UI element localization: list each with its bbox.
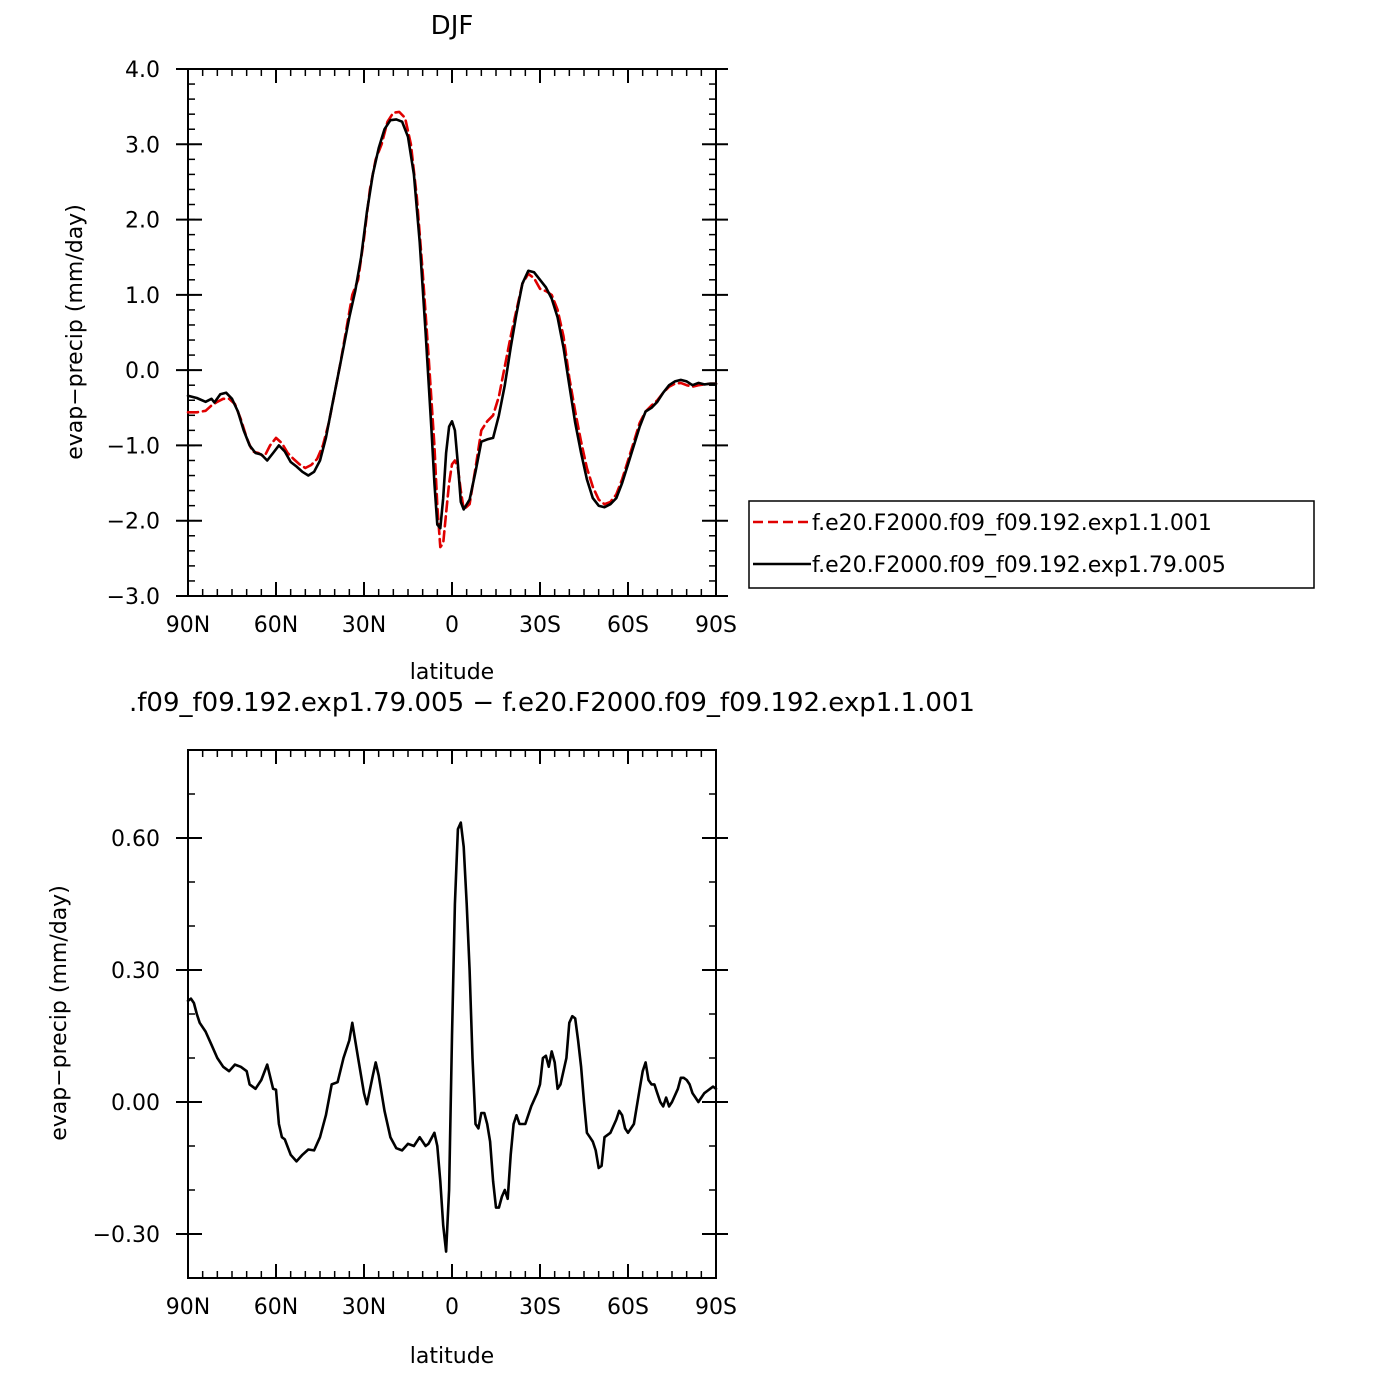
legend-box xyxy=(748,500,1315,589)
legend-label-exp1-1-001: f.e20.F2000.f09_f09.192.exp1.1.001 xyxy=(812,511,1212,536)
x-tick-label: 90N xyxy=(166,1295,210,1320)
chart-top-panel: DJF 90N 60N 30N 0 30S 60S 90S 4.0 3.0 2.0 1.0 0.0 −1… xyxy=(63,11,737,685)
bottom-axes: 90N 60N 30N 0 30S 60S 90S 0.60 0.30 0.00 −0.30 xyxy=(93,749,737,1320)
y-tick-label: 4.0 xyxy=(125,58,160,83)
top-x-axis-label: latitude xyxy=(410,660,494,685)
y-tick-label: 1.0 xyxy=(125,284,160,309)
y-tick-label: 3.0 xyxy=(125,133,160,158)
top-series-group xyxy=(186,110,718,549)
series-line-1-0 xyxy=(186,821,718,1253)
x-tick-label: 0 xyxy=(445,1295,459,1320)
x-tick-label: 30S xyxy=(519,1295,561,1320)
x-tick-label: 30S xyxy=(519,613,561,638)
bottom-x-axis-label: latitude xyxy=(410,1344,494,1369)
top-y-axis-label: evap−precip (mm/day) xyxy=(63,204,88,460)
series-line-0-0 xyxy=(186,110,718,549)
bottom-series-group xyxy=(186,821,718,1253)
y-tick-label: −0.30 xyxy=(93,1223,160,1248)
y-tick-label: 0.60 xyxy=(111,827,160,852)
y-tick-label: 0.0 xyxy=(125,359,160,384)
legend: f.e20.F2000.f09_f09.192.exp1.1.001 f.e20… xyxy=(748,500,1315,589)
x-tick-label: 90S xyxy=(695,613,737,638)
chart-title-bottom: .f09_f09.192.exp1.79.005 − f.e20.F2000.f… xyxy=(129,688,975,718)
series-line-0-1 xyxy=(186,118,718,530)
chart-bottom-panel: .f09_f09.192.exp1.79.005 − f.e20.F2000.f… xyxy=(47,688,975,1369)
x-tick-label: 60N xyxy=(254,1295,298,1320)
x-tick-label: 90N xyxy=(166,613,210,638)
y-tick-label: 2.0 xyxy=(125,209,160,234)
x-tick-label: 60S xyxy=(607,613,649,638)
y-tick-label: −3.0 xyxy=(107,585,160,610)
y-tick-label: −2.0 xyxy=(107,510,160,535)
top-axes: 90N 60N 30N 0 30S 60S 90S 4.0 3.0 2.0 1.0 0.0 −1.0 −2… xyxy=(107,58,737,638)
x-tick-label: 60S xyxy=(607,1295,649,1320)
x-tick-label: 30N xyxy=(342,1295,386,1320)
chart-title-top: DJF xyxy=(431,11,474,41)
x-tick-label: 30N xyxy=(342,613,386,638)
plot-frame xyxy=(187,68,717,597)
bottom-y-axis-label: evap−precip (mm/day) xyxy=(47,885,72,1141)
x-tick-label: 0 xyxy=(445,613,459,638)
y-tick-label: 0.30 xyxy=(111,959,160,984)
y-tick-label: 0.00 xyxy=(111,1091,160,1116)
x-tick-label: 60N xyxy=(254,613,298,638)
legend-label-exp1-79-005: f.e20.F2000.f09_f09.192.exp1.79.005 xyxy=(812,553,1226,578)
y-tick-label: −1.0 xyxy=(107,434,160,459)
x-tick-label: 90S xyxy=(695,1295,737,1320)
